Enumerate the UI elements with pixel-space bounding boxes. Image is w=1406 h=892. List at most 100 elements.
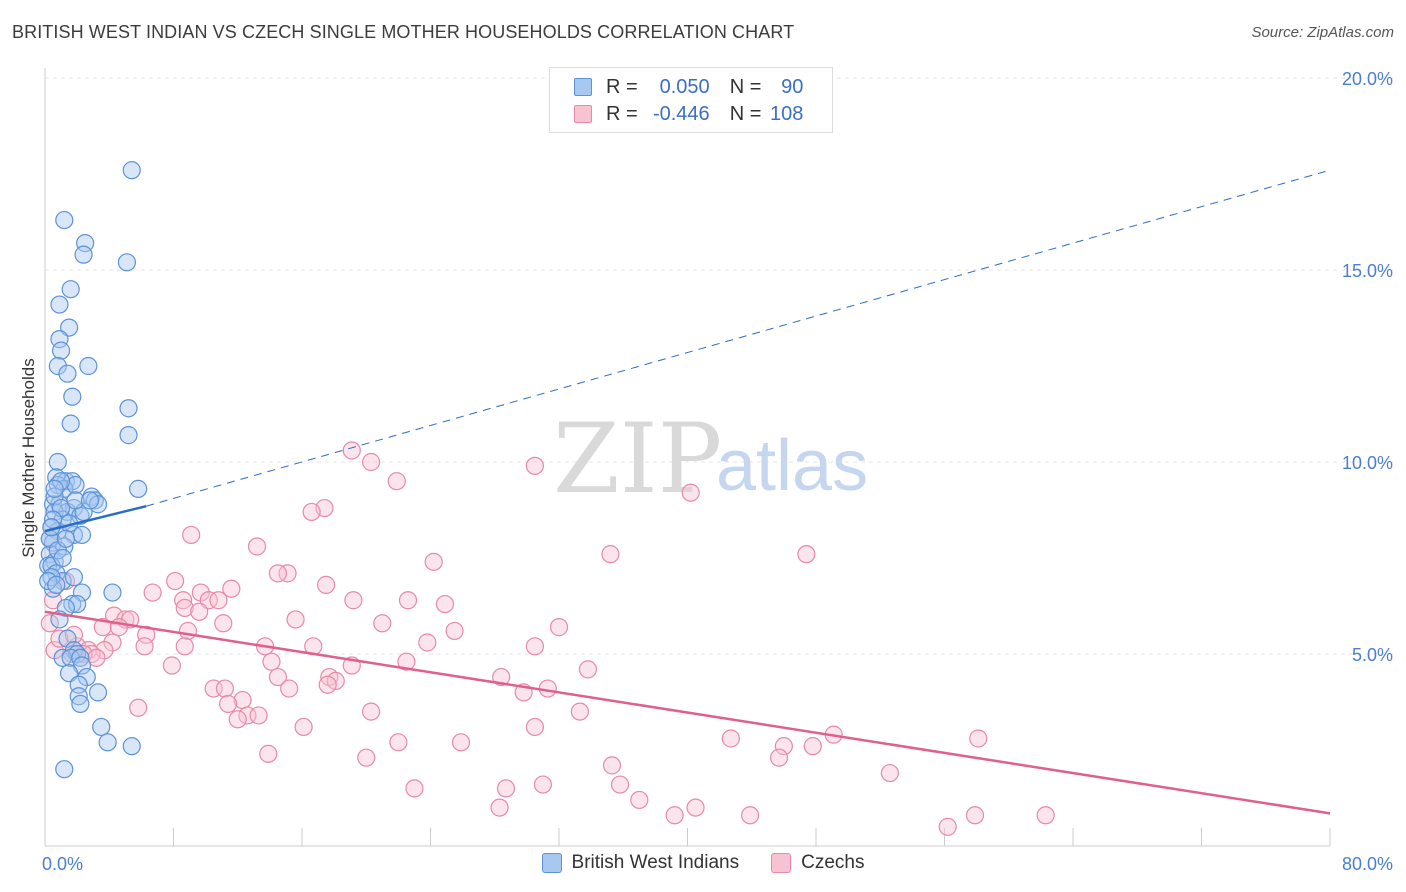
data-point — [492, 667, 511, 687]
data-point — [268, 564, 288, 583]
data-point — [397, 652, 416, 671]
data-point — [129, 698, 148, 717]
data-point — [405, 779, 424, 798]
data-point — [342, 441, 361, 460]
data-point — [222, 579, 241, 598]
legend-row-czechs: R = -0.446 N = 108 — [574, 101, 803, 127]
data-point — [93, 618, 112, 637]
data-point — [681, 483, 700, 502]
data-point — [302, 502, 321, 522]
data-point — [122, 161, 141, 180]
data-point — [143, 583, 162, 602]
y-axis-label: Single Mother Households — [19, 358, 38, 557]
data-point — [69, 687, 88, 706]
data-point — [166, 571, 185, 591]
data-point — [117, 253, 137, 272]
data-point — [66, 475, 85, 495]
data-point — [451, 733, 471, 752]
data-point — [119, 399, 138, 418]
x-tick-labels: 0.0% 80.0% — [42, 854, 1393, 874]
data-point — [45, 487, 64, 506]
data-point — [1036, 806, 1055, 825]
y-tick-label: 10.0% — [1342, 453, 1393, 473]
data-point — [769, 748, 789, 767]
chart-title: BRITISH WEST INDIAN VS CZECH SINGLE MOTH… — [12, 22, 795, 42]
british-west-indians-points — [39, 161, 148, 779]
series-legend-czechs: Czechs — [771, 852, 864, 874]
data-point — [80, 491, 100, 510]
data-point — [965, 806, 985, 825]
source-label: Source: ZipAtlas.com — [1251, 24, 1394, 41]
series-swatch-pink — [771, 853, 792, 873]
data-point — [174, 591, 193, 610]
trend-line-blue-dashed — [146, 169, 1331, 507]
data-point — [774, 737, 793, 756]
data-point — [56, 529, 75, 548]
data-point — [53, 548, 72, 568]
data-point — [92, 717, 111, 737]
data-point — [71, 694, 90, 714]
data-point — [137, 625, 156, 644]
data-point — [119, 426, 138, 445]
data-point — [665, 806, 684, 825]
data-point — [50, 330, 69, 349]
data-point — [182, 525, 201, 545]
data-point — [361, 702, 381, 721]
y-tick-label: 15.0% — [1342, 261, 1393, 281]
series-legend-british-west-indians: British West Indians — [541, 852, 739, 874]
data-point — [74, 245, 93, 264]
data-point — [262, 652, 281, 671]
data-point — [361, 452, 381, 472]
trend-line-blue — [44, 504, 147, 533]
y-tick-label: 20.0% — [1342, 69, 1393, 89]
legend-r-label: R = — [606, 75, 638, 98]
czechs-points — [40, 441, 1055, 836]
data-point — [525, 637, 545, 656]
data-point — [418, 633, 437, 652]
data-point — [135, 637, 154, 656]
data-point — [47, 575, 66, 594]
axes — [44, 68, 1331, 847]
data-point — [249, 706, 268, 725]
data-point — [424, 552, 443, 571]
data-point — [214, 614, 233, 633]
data-point — [178, 621, 198, 641]
trend-lines — [44, 169, 1331, 815]
data-point — [286, 610, 305, 629]
data-point — [175, 637, 194, 656]
data-point — [61, 414, 80, 433]
data-point — [803, 737, 822, 756]
series-name: Czechs — [801, 852, 865, 873]
y-tick-label: 5.0% — [1352, 645, 1393, 665]
data-point — [318, 675, 337, 694]
data-point — [79, 356, 98, 376]
data-point — [55, 210, 74, 230]
data-point — [56, 598, 75, 618]
data-point — [68, 594, 87, 614]
data-point — [686, 798, 705, 817]
data-point — [630, 790, 649, 810]
data-point — [48, 356, 67, 376]
legend-n-value: 90 — [781, 75, 804, 98]
data-point — [525, 717, 545, 737]
data-point — [88, 683, 108, 702]
data-point — [71, 648, 90, 667]
data-point — [435, 594, 455, 614]
data-point — [525, 456, 545, 475]
legend-r-label: R = — [606, 102, 638, 125]
data-point — [389, 733, 408, 752]
series-swatch-blue — [541, 853, 562, 873]
data-point — [215, 679, 234, 698]
data-point — [610, 775, 630, 794]
data-point — [570, 702, 589, 721]
data-point — [880, 763, 899, 783]
data-point — [549, 618, 569, 637]
series-legend: British West Indians Czechs — [0, 852, 1406, 874]
data-point — [969, 729, 988, 748]
x-tick-label: 80.0% — [1342, 854, 1393, 874]
legend-r-value: -0.446 — [652, 102, 710, 125]
legend-row-british-west-indians: R = 0.050 N = 90 — [574, 74, 803, 100]
data-point — [268, 667, 288, 687]
data-point — [61, 280, 80, 299]
